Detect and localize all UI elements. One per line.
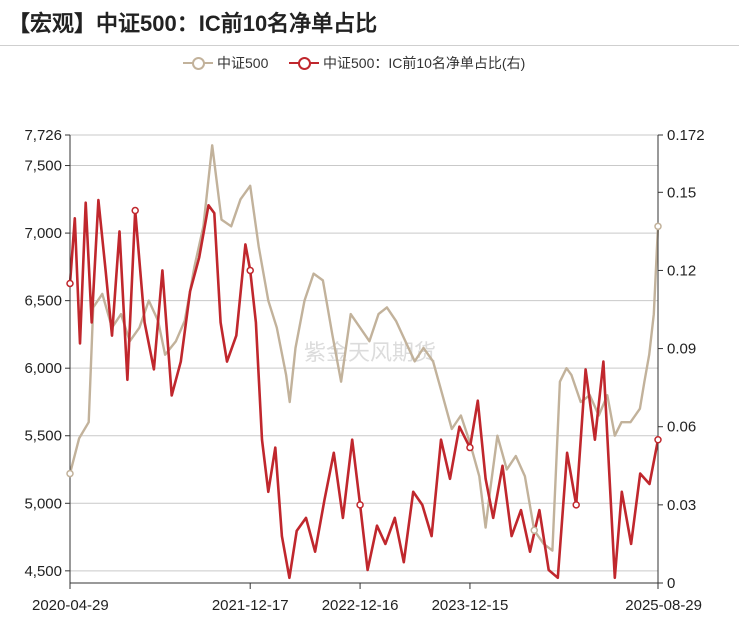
title-divider: [0, 45, 739, 46]
axes: [65, 134, 663, 589]
data-point-marker: [66, 469, 74, 478]
right-tick-label: 0: [667, 575, 675, 592]
right-axis-ticks: 0.172 0.15 0.12 0.09 0.06 0.03 0: [667, 127, 705, 592]
data-point-marker: [466, 443, 474, 452]
legend-swatch-ic-net-ratio: [289, 56, 319, 70]
x-axis-ticks: 2020-04-29 2021-12-17 2022-12-16 2023-12-15…: [32, 597, 702, 614]
left-tick-label: 6,500: [24, 293, 62, 310]
x-tick-label: 2020-04-29: [32, 597, 109, 614]
right-tick-label: 0.09: [667, 341, 696, 358]
watermark: 紫金天风期货: [304, 341, 436, 366]
data-point-marker: [356, 501, 364, 509]
legend-item-csi500[interactable]: 中证500: [183, 52, 268, 74]
data-point-marker: [66, 279, 74, 288]
data-point-marker: [246, 266, 254, 275]
left-tick-label: 5,500: [24, 428, 62, 445]
series-lines: [68, 144, 660, 580]
data-point-marker: [572, 501, 580, 509]
data-point-marker: [654, 222, 662, 231]
left-tick-label: 5,000: [24, 495, 62, 512]
x-tick-label: 2021-12-17: [212, 597, 289, 614]
series-line-csi500: [68, 144, 660, 552]
legend: 中证500 中证500：IC前10名净单占比(右): [0, 52, 739, 74]
left-tick-label: 4,500: [24, 563, 62, 580]
data-point-marker: [131, 206, 139, 215]
right-tick-label: 0.12: [667, 262, 696, 279]
legend-swatch-csi500: [183, 56, 213, 70]
right-tick-label: 0.06: [667, 419, 696, 436]
left-tick-label: 6,000: [24, 360, 62, 377]
left-tick-label: 7,500: [24, 158, 62, 175]
left-tick-label: 7,000: [24, 225, 62, 242]
left-axis-ticks: 7,726 7,500 7,000 6,500 6,000 5,500 5,000 4,500: [24, 127, 62, 580]
data-point-marker: [654, 435, 662, 444]
left-tick-label: 7,726: [24, 127, 62, 144]
data-point-marker: [530, 526, 538, 535]
legend-item-ic-net-ratio[interactable]: 中证500：IC前10名净单占比(右): [289, 52, 525, 74]
chart-title: 【宏观】中证500：IC前10名净单占比: [8, 11, 378, 36]
legend-label-ic-net-ratio: 中证500：IC前10名净单占比(右): [323, 55, 526, 71]
right-tick-label: 0.172: [667, 127, 705, 144]
grid-lines: [70, 134, 658, 572]
series-line-ic-net-ratio: [68, 198, 660, 580]
x-tick-label: 2025-08-29: [625, 597, 702, 614]
x-tick-label: 2023-12-15: [432, 597, 509, 614]
x-tick-label: 2022-12-16: [322, 597, 399, 614]
series-markers: [66, 206, 662, 535]
right-tick-label: 0.03: [667, 497, 696, 514]
legend-label-csi500: 中证500: [217, 55, 269, 71]
right-tick-label: 0.15: [667, 184, 696, 201]
